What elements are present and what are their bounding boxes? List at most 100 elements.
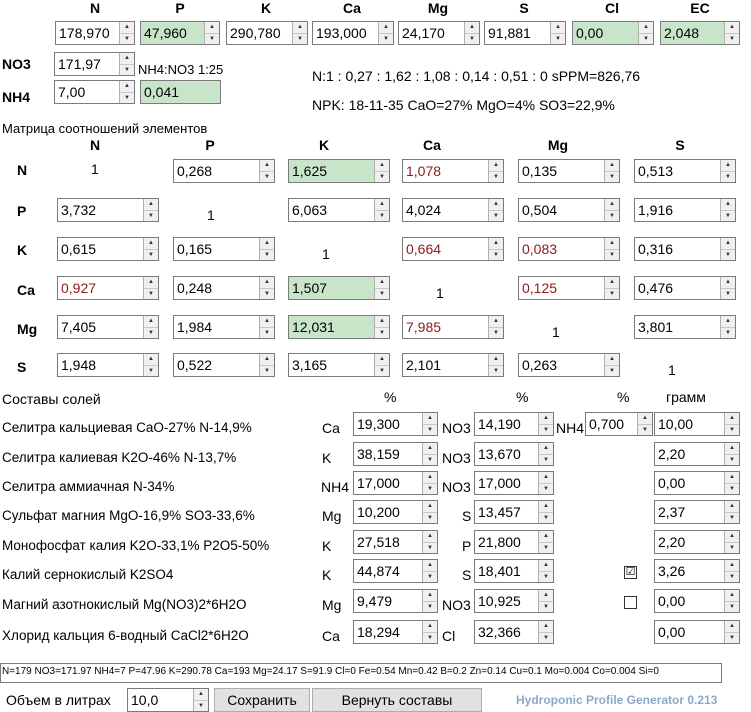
volume-input[interactable]: 10,0 ▲ ▼: [127, 688, 209, 712]
spin-down-icon[interactable]: ▼: [493, 174, 499, 180]
spin-down-icon[interactable]: ▼: [729, 486, 735, 492]
spin-down-icon[interactable]: ▼: [729, 604, 735, 610]
spin-down-icon[interactable]: ▼: [729, 515, 735, 521]
spin-up-icon[interactable]: ▲: [605, 199, 619, 211]
spin-down-icon[interactable]: ▼: [264, 291, 270, 297]
spin-up-icon[interactable]: ▲: [144, 238, 158, 250]
matrix-cell-p-s[interactable]: 1,916 ▲ ▼: [634, 198, 736, 222]
spin-down-icon[interactable]: ▼: [725, 291, 731, 297]
spin-up-icon[interactable]: ▲: [725, 501, 739, 513]
spin-down-icon[interactable]: ▼: [493, 368, 499, 374]
spin-down-icon[interactable]: ▼: [379, 174, 385, 180]
matrix-cell-s-p[interactable]: 0,522 ▲ ▼: [173, 353, 275, 377]
salt-percent-1-input[interactable]: 38,159 ▲ ▼: [353, 442, 438, 466]
save-button[interactable]: Сохранить: [214, 688, 310, 712]
salt-percent-2-input[interactable]: 32,366 ▲ ▼: [474, 620, 554, 644]
matrix-cell-mg-ca[interactable]: 7,985 ▲ ▼: [402, 315, 504, 339]
spin-up-icon[interactable]: ▲: [638, 413, 652, 425]
spin-down-icon[interactable]: ▼: [148, 330, 154, 336]
spin-down-icon[interactable]: ▼: [729, 36, 735, 42]
spin-down-icon[interactable]: ▼: [543, 545, 549, 551]
spin-up-icon[interactable]: ▲: [539, 590, 553, 602]
spin-up-icon[interactable]: ▲: [423, 590, 437, 602]
spin-down-icon[interactable]: ▼: [427, 427, 433, 433]
salt-grams-input[interactable]: 0,00 ▲ ▼: [654, 471, 740, 495]
spin-down-icon[interactable]: ▼: [427, 635, 433, 641]
spin-up-icon[interactable]: ▲: [725, 22, 739, 34]
spin-up-icon[interactable]: ▲: [489, 199, 503, 211]
matrix-cell-p-k[interactable]: 6,063 ▲ ▼: [288, 198, 390, 222]
spin-down-icon[interactable]: ▼: [609, 174, 615, 180]
salt-percent-1-input[interactable]: 27,518 ▲ ▼: [353, 530, 438, 554]
spin-up-icon[interactable]: ▲: [539, 501, 553, 513]
spin-down-icon[interactable]: ▼: [493, 252, 499, 258]
salt-grams-input[interactable]: 10,00 ▲ ▼: [654, 412, 740, 436]
salt-grams-input[interactable]: 2,37 ▲ ▼: [654, 500, 740, 524]
spin-up-icon[interactable]: ▲: [375, 160, 389, 172]
spin-down-icon[interactable]: ▼: [297, 36, 303, 42]
matrix-cell-s-ca[interactable]: 2,101 ▲ ▼: [402, 353, 504, 377]
spin-down-icon[interactable]: ▼: [609, 252, 615, 258]
no3-input[interactable]: 171,97 ▲ ▼: [54, 52, 135, 76]
ec-input[interactable]: 2,048 ▲ ▼: [660, 21, 740, 45]
cl-input[interactable]: 0,00 ▲ ▼: [572, 21, 654, 45]
spin-up-icon[interactable]: ▲: [423, 472, 437, 484]
spin-up-icon[interactable]: ▲: [375, 199, 389, 211]
matrix-cell-n-p[interactable]: 0,268 ▲ ▼: [173, 159, 275, 183]
spin-up-icon[interactable]: ▲: [605, 354, 619, 366]
spin-up-icon[interactable]: ▲: [144, 199, 158, 211]
spin-up-icon[interactable]: ▲: [375, 316, 389, 328]
spin-up-icon[interactable]: ▲: [725, 472, 739, 484]
ca-input[interactable]: 193,000 ▲ ▼: [312, 21, 394, 45]
spin-up-icon[interactable]: ▲: [423, 443, 437, 455]
spin-up-icon[interactable]: ▲: [144, 354, 158, 366]
spin-down-icon[interactable]: ▼: [379, 213, 385, 219]
matrix-cell-n-mg[interactable]: 0,135 ▲ ▼: [518, 159, 620, 183]
spin-up-icon[interactable]: ▲: [539, 443, 553, 455]
spin-up-icon[interactable]: ▲: [120, 22, 134, 34]
spin-down-icon[interactable]: ▼: [642, 427, 648, 433]
spin-down-icon[interactable]: ▼: [383, 36, 389, 42]
matrix-cell-ca-mg[interactable]: 0,125 ▲ ▼: [518, 276, 620, 300]
spin-up-icon[interactable]: ▲: [721, 277, 735, 289]
spin-up-icon[interactable]: ▲: [293, 22, 307, 34]
spin-up-icon[interactable]: ▲: [539, 560, 553, 572]
salt-percent-3-input[interactable]: 0,700 ▲ ▼: [585, 412, 653, 436]
spin-down-icon[interactable]: ▼: [124, 67, 130, 73]
spin-down-icon[interactable]: ▼: [555, 36, 561, 42]
salt-percent-2-input[interactable]: 13,457 ▲ ▼: [474, 500, 554, 524]
spin-up-icon[interactable]: ▲: [539, 472, 553, 484]
spin-up-icon[interactable]: ▲: [489, 238, 503, 250]
salt-percent-1-input[interactable]: 17,000 ▲ ▼: [353, 471, 438, 495]
spin-up-icon[interactable]: ▲: [144, 277, 158, 289]
spin-down-icon[interactable]: ▼: [543, 635, 549, 641]
spin-up-icon[interactable]: ▲: [260, 277, 274, 289]
spin-up-icon[interactable]: ▲: [489, 160, 503, 172]
spin-up-icon[interactable]: ▲: [120, 53, 134, 65]
spin-down-icon[interactable]: ▼: [493, 213, 499, 219]
matrix-cell-n-s[interactable]: 0,513 ▲ ▼: [634, 159, 736, 183]
spin-down-icon[interactable]: ▼: [609, 368, 615, 374]
matrix-cell-mg-n[interactable]: 7,405 ▲ ▼: [57, 315, 159, 339]
spin-up-icon[interactable]: ▲: [605, 238, 619, 250]
matrix-cell-p-mg[interactable]: 0,504 ▲ ▼: [518, 198, 620, 222]
matrix-cell-p-n[interactable]: 3,732 ▲ ▼: [57, 198, 159, 222]
restore-compositions-button[interactable]: Вернуть составы: [312, 688, 482, 712]
spin-down-icon[interactable]: ▼: [725, 174, 731, 180]
spin-up-icon[interactable]: ▲: [725, 443, 739, 455]
nh4-ratio-input[interactable]: 0,041: [140, 80, 221, 104]
spin-up-icon[interactable]: ▲: [465, 22, 479, 34]
spin-up-icon[interactable]: ▲: [721, 316, 735, 328]
spin-down-icon[interactable]: ▼: [729, 635, 735, 641]
spin-up-icon[interactable]: ▲: [721, 199, 735, 211]
spin-down-icon[interactable]: ▼: [543, 486, 549, 492]
k-input[interactable]: 290,780 ▲ ▼: [226, 21, 308, 45]
spin-up-icon[interactable]: ▲: [721, 238, 735, 250]
salt-percent-1-input[interactable]: 19,300 ▲ ▼: [353, 412, 438, 436]
spin-down-icon[interactable]: ▼: [198, 703, 204, 709]
spin-up-icon[interactable]: ▲: [423, 560, 437, 572]
spin-down-icon[interactable]: ▼: [148, 291, 154, 297]
spin-down-icon[interactable]: ▼: [124, 36, 130, 42]
matrix-cell-n-k[interactable]: 1,625 ▲ ▼: [288, 159, 390, 183]
spin-down-icon[interactable]: ▼: [729, 545, 735, 551]
